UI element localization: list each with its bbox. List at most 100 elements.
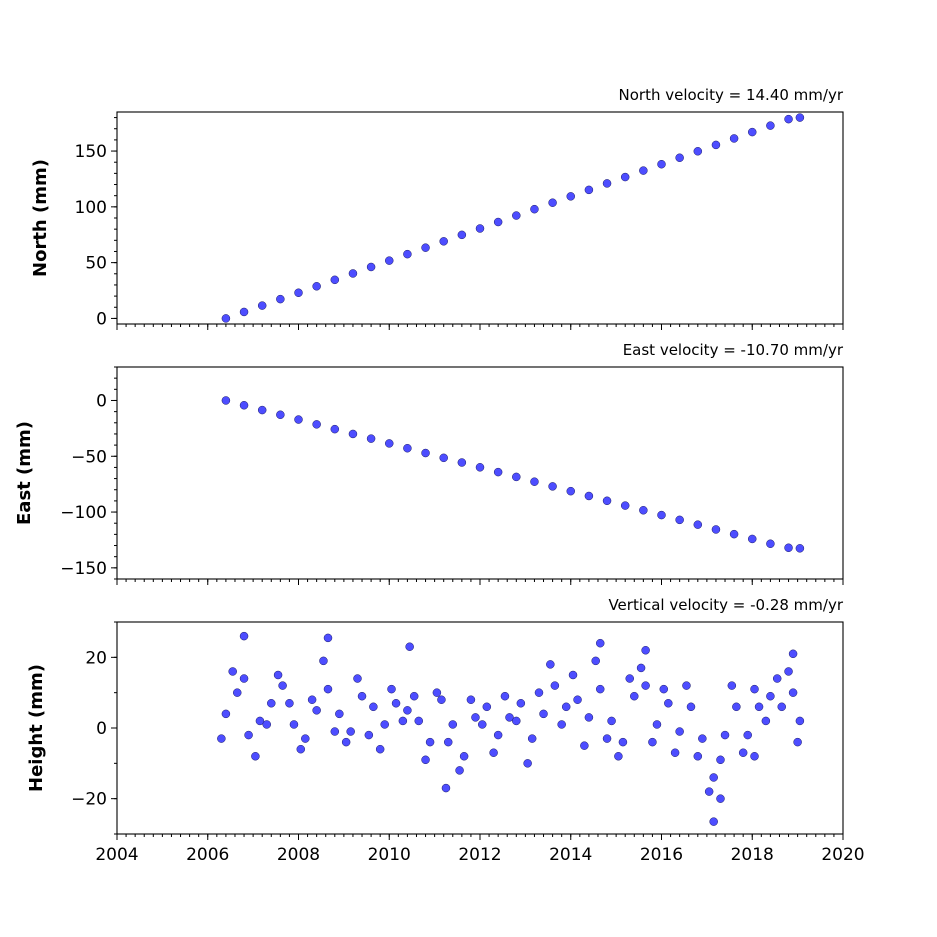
data-point (459, 752, 469, 761)
data-point (385, 439, 394, 448)
data-point (754, 702, 764, 712)
data-point (443, 737, 453, 747)
north-panel: North velocity = 14.40 mm/yr North (mm) … (30, 86, 844, 330)
data-point (369, 702, 378, 712)
data-point (294, 288, 303, 298)
data-point (595, 638, 605, 648)
y-tick-label: 150 (75, 142, 107, 162)
data-point (244, 730, 253, 740)
data-point (239, 401, 249, 410)
data-point (273, 670, 283, 680)
data-point (366, 262, 376, 272)
data-point (478, 720, 487, 729)
data-point (319, 656, 328, 666)
data-point (251, 752, 260, 761)
y-tick-label: 0 (96, 309, 107, 329)
data-point (602, 496, 612, 506)
north-panel-title: North velocity = 14.40 mm/yr (619, 86, 844, 104)
data-point (512, 716, 521, 726)
data-point (323, 633, 333, 643)
data-point (278, 681, 287, 690)
data-point (475, 224, 485, 233)
data-point (639, 506, 648, 515)
data-point (566, 192, 575, 201)
data-point (500, 691, 510, 701)
data-point (682, 681, 691, 690)
data-point (766, 539, 775, 548)
y-tick-label: 20 (85, 648, 107, 668)
data-point (546, 660, 555, 669)
height-panel-title: Vertical velocity = -0.28 mm/yr (608, 596, 843, 614)
data-point (675, 153, 684, 162)
data-point (698, 734, 707, 743)
data-point (641, 646, 650, 655)
height-plot-frame (116, 621, 844, 835)
data-point (387, 684, 396, 694)
data-point (670, 748, 680, 757)
data-point (743, 730, 752, 740)
data-point (566, 486, 575, 496)
data-point (505, 713, 514, 722)
data-point (772, 674, 782, 683)
data-point (748, 127, 757, 137)
data-point (530, 204, 539, 214)
y-tick-label: 50 (85, 254, 107, 274)
data-point (750, 684, 759, 694)
data-point (795, 113, 805, 122)
data-point (346, 727, 355, 736)
data-point (330, 424, 340, 434)
data-point (641, 681, 650, 690)
data-point (584, 491, 594, 501)
north-y-axis-label: North (mm) (30, 159, 51, 277)
data-point (471, 713, 480, 722)
data-point (748, 534, 757, 544)
data-point (457, 458, 467, 467)
data-point (795, 716, 805, 726)
data-point (475, 463, 485, 472)
data-point (425, 737, 435, 747)
data-point (793, 737, 802, 747)
data-point (421, 755, 430, 765)
y-tick-label: −150 (60, 559, 107, 579)
data-point (709, 817, 718, 826)
data-point (330, 275, 340, 285)
y-tick-label: 0 (96, 391, 107, 411)
data-point (595, 684, 605, 694)
x-tick-label: 2018 (731, 845, 774, 865)
x-tick-label: 2008 (277, 845, 320, 865)
y-tick-label: 100 (75, 198, 107, 218)
data-point (296, 744, 306, 754)
data-point (489, 748, 498, 757)
height-panel: Vertical velocity = -0.28 mm/yr Height (… (26, 596, 865, 865)
data-point (561, 702, 571, 712)
data-point (312, 420, 321, 429)
data-point (766, 691, 775, 701)
data-point (221, 709, 231, 719)
data-point (391, 699, 401, 708)
data-point (257, 405, 267, 415)
x-tick-label: 2006 (186, 845, 229, 865)
data-point (534, 688, 544, 697)
data-point (788, 688, 798, 697)
data-point (289, 720, 299, 729)
data-point (353, 674, 362, 683)
data-point (652, 720, 662, 729)
data-point (285, 699, 294, 708)
data-point (788, 649, 798, 659)
data-point (625, 674, 634, 683)
data-point (727, 681, 737, 690)
data-point (385, 256, 394, 265)
data-point (457, 230, 467, 240)
data-point (255, 716, 265, 726)
data-point (539, 709, 548, 719)
data-point (239, 674, 249, 683)
data-point (693, 752, 703, 761)
data-point (607, 716, 616, 726)
data-point (657, 510, 666, 520)
data-point (711, 525, 721, 534)
data-point (466, 695, 476, 704)
data-point (729, 134, 739, 143)
data-point (375, 744, 385, 754)
data-point (364, 730, 374, 740)
x-tick-label: 2014 (549, 845, 592, 865)
